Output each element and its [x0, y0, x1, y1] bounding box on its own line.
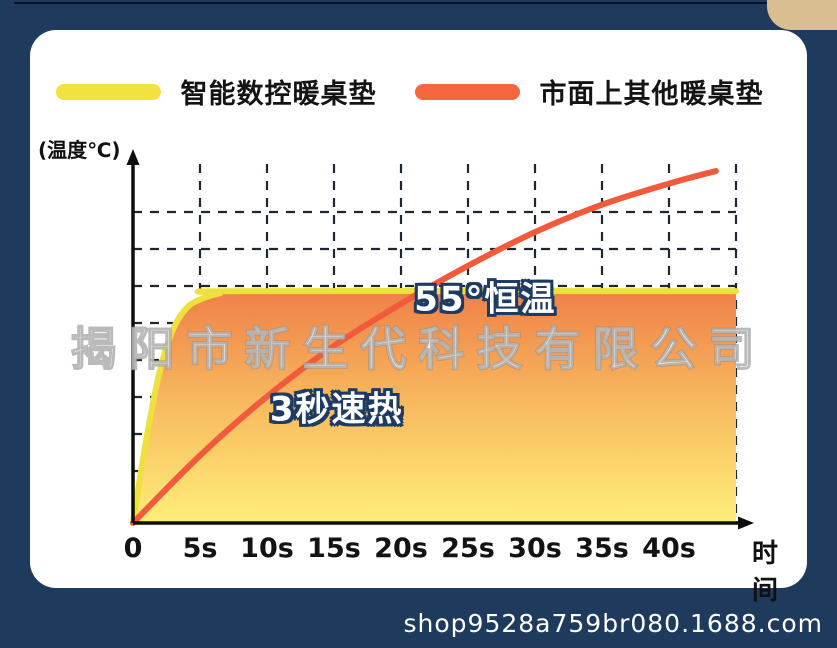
- legend-swatch-other-pad: [414, 83, 520, 100]
- x-tick-5s: 5s: [183, 533, 218, 564]
- x-tick-40s: 40s: [642, 533, 696, 564]
- x-tick-35s: 35s: [575, 533, 629, 564]
- grid-lines: [133, 164, 738, 523]
- chart-card: 智能数控暖桌垫 市面上其他暖桌垫 (温度℃) 0 5s 10s 15s 20s 25s 30…: [30, 30, 807, 606]
- top-border-line: [14, 2, 770, 4]
- series-area-0: [133, 290, 736, 523]
- axes: [126, 149, 754, 530]
- series-line-0: [130, 287, 739, 526]
- x-axis-arrow: [738, 516, 754, 530]
- legend-label-smart-pad: 智能数控暖桌垫: [180, 79, 377, 110]
- x-tick-0: 0: [124, 533, 143, 564]
- annotation-fast-heat: 3秒速热: [269, 389, 404, 430]
- x-tick-30s: 30s: [508, 533, 562, 564]
- x-tick-labels: 0 5s 10s 15s 20s 25s 30s 35s 40s: [124, 533, 696, 564]
- x-tick-15s: 15s: [307, 533, 361, 564]
- corner-decoration: [767, 0, 837, 30]
- y-axis-arrow: [126, 149, 140, 165]
- series-line-1: [130, 167, 719, 526]
- chart-legend: 智能数控暖桌垫 市面上其他暖桌垫: [30, 72, 807, 111]
- x-tick-20s: 20s: [374, 533, 428, 564]
- temperature-line-chart: 0 5s 10s 15s 20s 25s 30s 35s 40s: [124, 149, 754, 564]
- y-axis-label: (温度℃): [38, 138, 121, 162]
- legend-swatch-smart-pad: [55, 83, 161, 100]
- x-tick-10s: 10s: [240, 533, 294, 564]
- x-axis-label: 时间: [752, 539, 781, 606]
- shop-url: shop9528a759br080.1688.com: [403, 609, 823, 638]
- annotation-constant-temp: 55°恒温: [414, 279, 557, 320]
- legend-label-other-pad: 市面上其他暖桌垫: [539, 79, 764, 110]
- x-tick-25s: 25s: [441, 533, 495, 564]
